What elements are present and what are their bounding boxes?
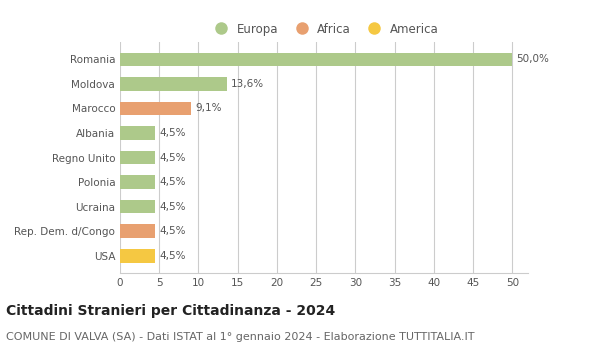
Bar (120, 151, 155, 164)
Text: 50,0%: 50,0% (516, 54, 549, 64)
Bar (120, 102, 191, 115)
Text: 4,5%: 4,5% (159, 226, 186, 236)
Bar (120, 77, 227, 91)
Text: 4,5%: 4,5% (159, 128, 186, 138)
Legend: Europa, Africa, America: Europa, Africa, America (205, 18, 443, 40)
Bar (120, 175, 155, 189)
Text: 13,6%: 13,6% (230, 79, 264, 89)
Bar (120, 126, 155, 140)
Text: 4,5%: 4,5% (159, 251, 186, 261)
Text: 4,5%: 4,5% (159, 202, 186, 212)
Bar (120, 52, 512, 66)
Text: Cittadini Stranieri per Cittadinanza - 2024: Cittadini Stranieri per Cittadinanza - 2… (6, 304, 335, 318)
Text: 4,5%: 4,5% (159, 153, 186, 162)
Text: 9,1%: 9,1% (196, 103, 222, 113)
Text: 4,5%: 4,5% (159, 177, 186, 187)
Bar (120, 224, 155, 238)
Bar (120, 249, 155, 262)
Bar (120, 200, 155, 214)
Text: COMUNE DI VALVA (SA) - Dati ISTAT al 1° gennaio 2024 - Elaborazione TUTTITALIA.I: COMUNE DI VALVA (SA) - Dati ISTAT al 1° … (6, 332, 475, 343)
